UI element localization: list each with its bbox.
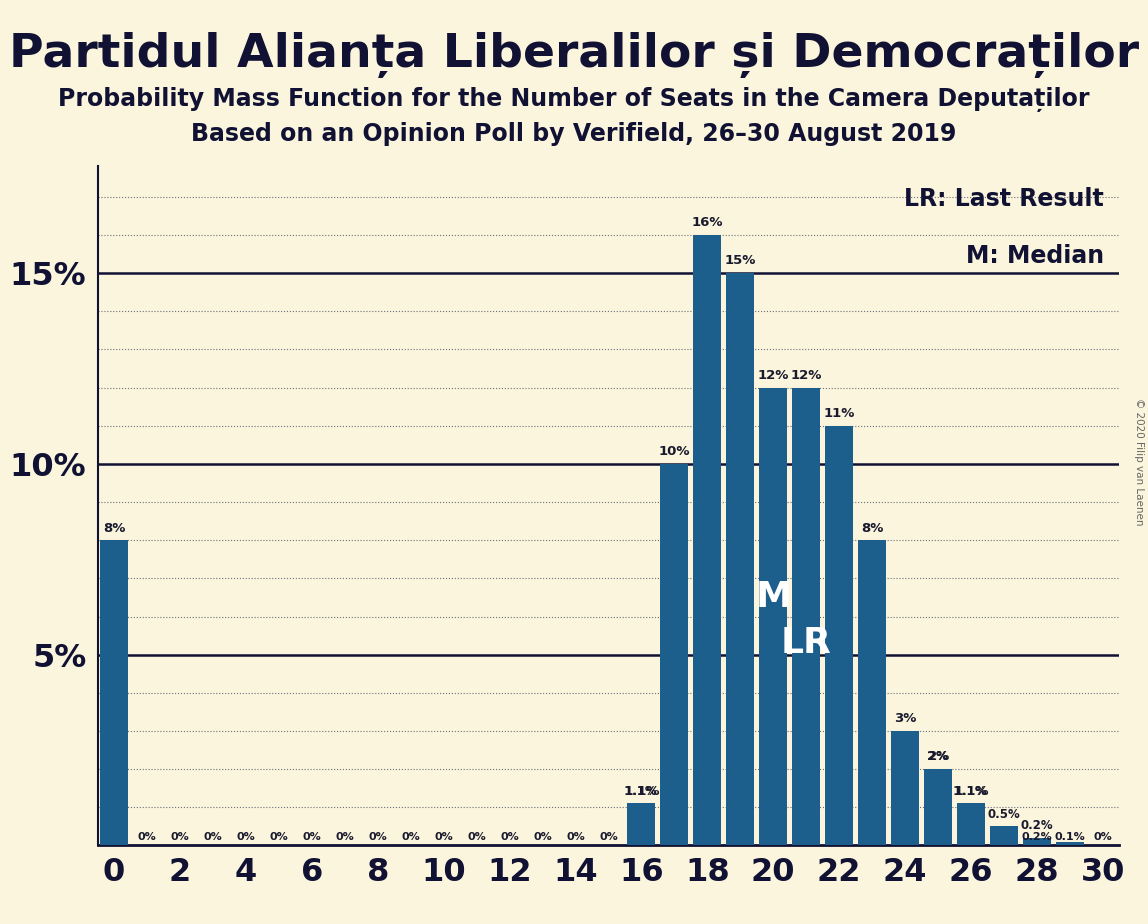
Text: M: M [755,580,791,614]
Text: 0.2%: 0.2% [1022,832,1053,842]
Text: 0%: 0% [566,832,584,842]
Bar [628,804,656,845]
Text: 0%: 0% [599,832,618,842]
Text: © 2020 Filip van Laenen: © 2020 Filip van Laenen [1134,398,1143,526]
Bar [924,769,952,845]
Text: 10%: 10% [659,445,690,458]
Bar [990,826,1018,845]
Text: Probability Mass Function for the Number of Seats in the Camera Deputaților: Probability Mass Function for the Number… [59,87,1089,112]
Text: 0%: 0% [1093,832,1112,842]
Text: 0%: 0% [402,832,420,842]
Bar [727,274,754,845]
Text: LR: Last Result: LR: Last Result [905,187,1104,211]
Text: 0%: 0% [369,832,387,842]
Text: 0%: 0% [467,832,486,842]
Text: 0%: 0% [270,832,288,842]
Text: 0.1%: 0.1% [1055,832,1085,842]
Text: 0%: 0% [434,832,453,842]
Bar [825,426,853,845]
Text: 3%: 3% [894,712,916,725]
Text: 0%: 0% [302,832,321,842]
Bar [1023,838,1050,845]
Text: 0%: 0% [171,832,189,842]
Text: 15%: 15% [724,254,757,267]
Text: 16%: 16% [691,216,723,229]
Text: LR: LR [781,626,831,661]
Text: 8%: 8% [103,521,125,534]
Bar [957,804,985,845]
Bar [891,731,920,845]
Bar [660,464,689,845]
Text: 1.1%: 1.1% [955,784,987,797]
Bar [858,541,886,845]
Text: 2%: 2% [928,750,948,763]
Text: 12%: 12% [758,369,789,382]
Text: 0.5%: 0.5% [987,808,1021,821]
Bar [693,235,721,845]
Text: 1.1%: 1.1% [626,784,658,797]
Text: 8%: 8% [861,521,883,534]
Text: 0.2%: 0.2% [1021,819,1053,833]
Text: 0%: 0% [533,832,552,842]
Text: M: Median: M: Median [965,245,1104,268]
Text: 11%: 11% [823,407,855,420]
Text: 1.1%: 1.1% [623,784,660,797]
Bar [1056,842,1084,845]
Text: Based on an Opinion Poll by Verifield, 26–30 August 2019: Based on an Opinion Poll by Verifield, 2… [192,122,956,146]
Text: 1.1%: 1.1% [953,784,990,797]
Text: 0%: 0% [335,832,354,842]
Text: Partidul Alianța Liberalilor și Democraților: Partidul Alianța Liberalilor și Democraț… [9,32,1139,79]
Bar [759,387,788,845]
Text: 0%: 0% [501,832,519,842]
Text: 12%: 12% [791,369,822,382]
Text: 2%: 2% [926,750,949,763]
Text: 0%: 0% [203,832,223,842]
Text: 0%: 0% [138,832,156,842]
Text: 0%: 0% [236,832,255,842]
Bar [100,541,129,845]
Bar [792,387,820,845]
